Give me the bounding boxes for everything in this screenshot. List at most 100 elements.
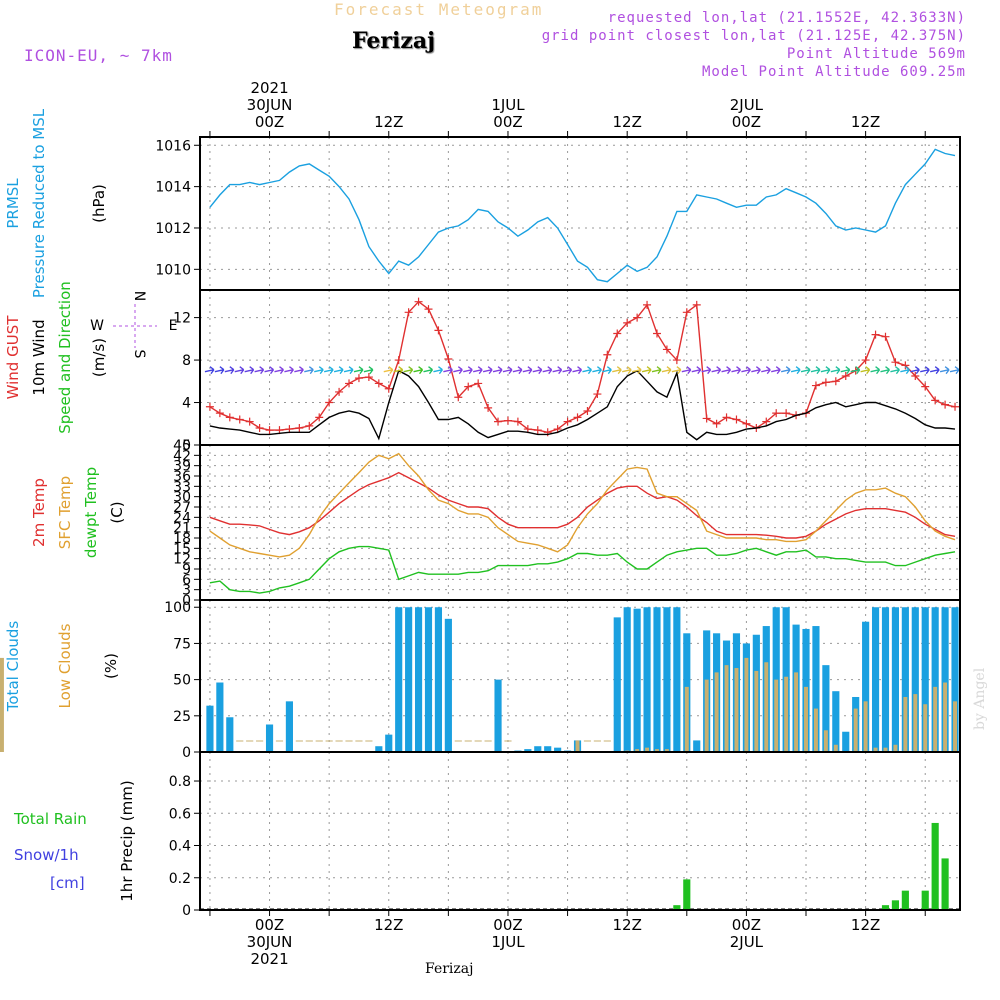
series-line-temperature — [209, 545, 956, 594]
time-label-top: 2021 — [250, 79, 288, 97]
ylabel-temperature: SFC Temp — [56, 476, 74, 549]
wind-arrow — [284, 366, 294, 375]
panel-frame-clouds — [199, 599, 961, 753]
time-label-bottom: 00Z — [255, 916, 284, 934]
gust-marker — [454, 393, 463, 402]
gust-marker — [921, 382, 930, 391]
gust-marker — [692, 300, 701, 309]
precip-bar — [891, 900, 900, 910]
wind-arrow — [622, 366, 632, 375]
gust-marker — [573, 413, 582, 422]
cloud-bar-low — [913, 694, 918, 752]
gust-marker — [951, 402, 960, 411]
wind-arrow — [294, 366, 304, 375]
ylabel-wind: Wind GUST — [4, 315, 22, 400]
time-label-bottom: 12Z — [851, 916, 880, 934]
wind-arrow — [800, 366, 811, 375]
gust-marker — [364, 373, 373, 382]
wind-arrow — [214, 366, 225, 375]
wind-arrow — [403, 366, 414, 375]
cloud-bar-low — [754, 670, 759, 752]
wind-arrow — [254, 366, 265, 375]
cloud-bar-total — [951, 607, 959, 752]
cloud-bar-total — [534, 746, 542, 752]
cloud-bar-low — [734, 668, 739, 752]
forecast-title: Forecast Meteogram — [334, 0, 544, 19]
panel-frame-precip — [199, 751, 961, 911]
ylabel-temperature: 2m Temp — [30, 478, 48, 547]
gust-marker — [643, 300, 652, 309]
gust-marker — [305, 421, 314, 430]
gust-marker — [484, 403, 493, 412]
cloud-bar-low — [764, 662, 769, 752]
cloud-bar-low — [645, 747, 650, 752]
cloud-bar-low — [714, 672, 719, 752]
cloud-bar-total — [891, 607, 900, 752]
precip-bar — [683, 879, 691, 910]
wind-arrow — [751, 366, 761, 375]
ytick-label: 24 — [173, 510, 191, 526]
ytick-label: 42 — [173, 448, 191, 464]
gust-marker — [513, 417, 522, 426]
wind-arrow — [920, 366, 930, 375]
wind-arrow — [333, 366, 344, 375]
wind-arrow — [274, 366, 284, 375]
wind-arrow — [572, 366, 583, 375]
wind-arrow — [949, 366, 960, 375]
ytick-label: 50 — [173, 673, 191, 689]
gust-marker — [901, 361, 910, 370]
wind-arrow — [463, 366, 473, 375]
time-label-top: 12Z — [374, 113, 403, 131]
cloud-bar-total — [633, 608, 641, 752]
ytick-label: 75 — [173, 636, 191, 652]
cloud-bar-total — [653, 607, 661, 752]
cloud-bar-low — [794, 672, 799, 752]
ytick-label: 0.2 — [169, 871, 191, 887]
cloud-bar-total — [385, 734, 393, 752]
ytick-label: 45 — [173, 438, 191, 454]
precip-legend: Total Rain — [13, 810, 87, 828]
series-line-wind — [209, 369, 956, 441]
gust-marker — [235, 415, 244, 424]
time-label-top: 00Z — [493, 113, 522, 131]
wind-arrow — [502, 366, 513, 375]
wind-arrow — [781, 366, 791, 375]
precip-legend: [cm] — [50, 874, 85, 892]
wind-arrow — [761, 366, 771, 375]
ytick-label: 0 — [182, 438, 191, 454]
gust-marker — [583, 407, 592, 416]
ytick-label: 15 — [173, 541, 191, 557]
gust-marker — [831, 377, 840, 386]
gust-marker — [474, 379, 483, 388]
gust-marker — [702, 414, 711, 423]
cloud-bar-low — [784, 676, 789, 752]
wind-arrow — [820, 366, 831, 375]
gust-marker — [404, 308, 413, 317]
gust-marker — [742, 419, 751, 428]
time-label-top: 1JUL — [491, 96, 525, 114]
gust-marker — [255, 424, 264, 433]
cloud-bar-low — [873, 747, 878, 752]
ytick-label: 33 — [173, 479, 191, 495]
wind-arrow — [602, 366, 612, 375]
cloud-bar-low — [655, 749, 659, 752]
cloud-bar-total — [812, 626, 820, 752]
series-layer — [0, 149, 960, 910]
ytick-label: 1016 — [155, 138, 191, 154]
wind-arrow — [224, 366, 235, 375]
time-label-bottom: 00Z — [732, 916, 761, 934]
location-title: Ferizaj — [352, 28, 436, 54]
gust-marker — [782, 409, 791, 418]
compass-letter: W — [90, 318, 104, 334]
time-label-bottom: 12Z — [374, 916, 403, 934]
ylabel-wind: (m/s) — [90, 338, 108, 377]
cloud-bar-low — [893, 744, 898, 752]
cloud-bar-total — [285, 701, 293, 752]
gust-marker — [623, 318, 632, 327]
ylabel-temperature: dewpt Temp — [82, 467, 100, 558]
gust-marker — [821, 378, 830, 387]
precip-bar — [901, 890, 909, 910]
ytick-label: 39 — [173, 459, 191, 475]
cloud-bar-low — [744, 657, 749, 752]
wind-arrow — [840, 366, 851, 375]
